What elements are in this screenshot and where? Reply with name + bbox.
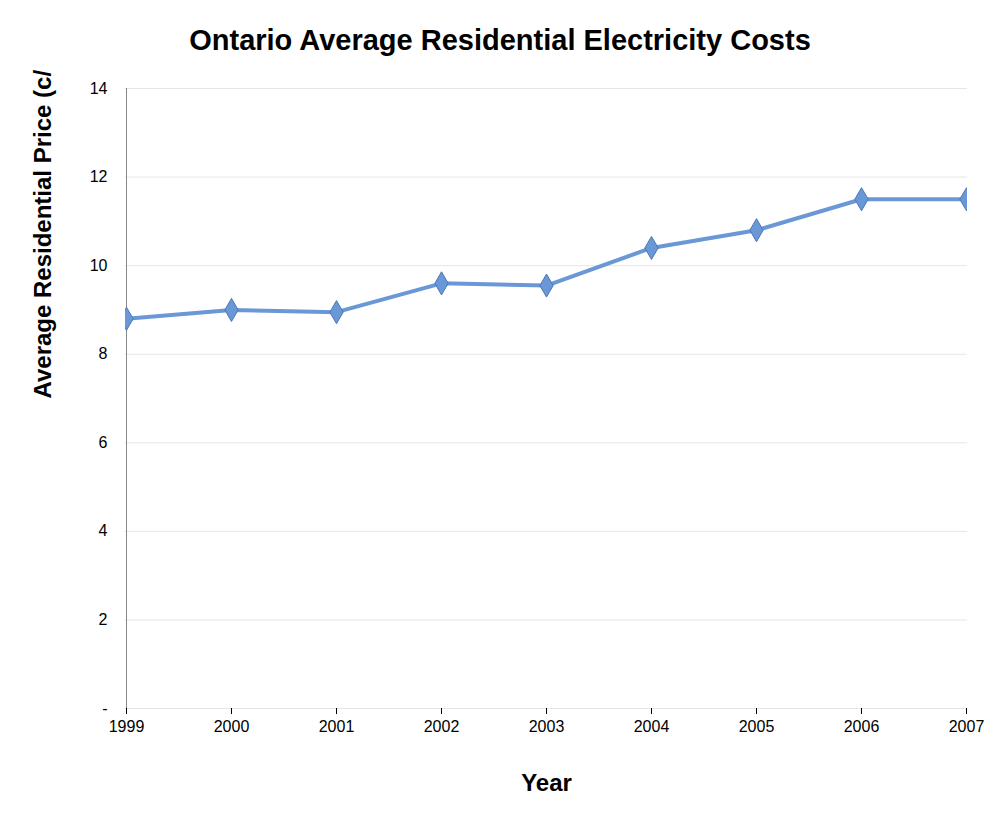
svg-text:2: 2 <box>99 611 108 628</box>
html-text:Ontario Average Residential El: Ontario Average Residential Electricity … <box>189 24 811 56</box>
svg-text:2002: 2002 <box>424 718 460 735</box>
svg-text:2004: 2004 <box>634 718 670 735</box>
svg-text:2001: 2001 <box>319 718 355 735</box>
svg-text:2000: 2000 <box>214 718 250 735</box>
svg-text:2006: 2006 <box>844 718 880 735</box>
svg-text:4: 4 <box>99 522 108 539</box>
svg-text:14: 14 <box>90 80 108 97</box>
svg-text:8: 8 <box>99 345 108 362</box>
svg-text:2005: 2005 <box>739 718 775 735</box>
svg-text:6: 6 <box>99 434 108 451</box>
svg-text:Average Residential Price (c/k: Average Residential Price (c/kWh) <box>29 70 56 399</box>
svg-text:Year: Year <box>521 769 572 796</box>
svg-text:1999: 1999 <box>109 718 145 735</box>
svg-text:-: - <box>102 700 107 717</box>
svg-text:2007: 2007 <box>949 718 985 735</box>
svg-text:10: 10 <box>90 257 108 274</box>
svg-text:2003: 2003 <box>529 718 565 735</box>
svg-text:12: 12 <box>90 168 108 185</box>
